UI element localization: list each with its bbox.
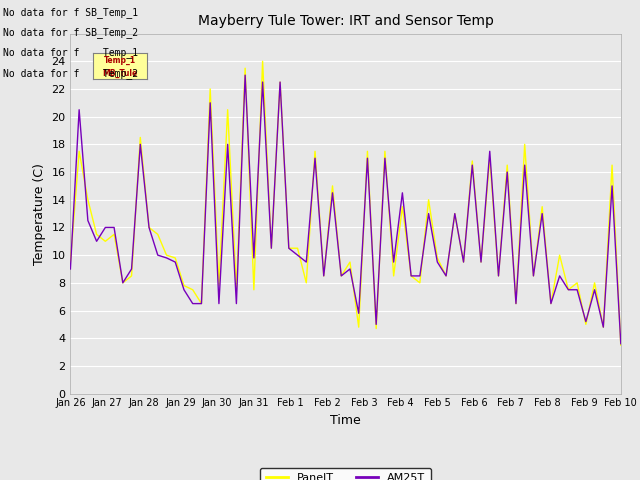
Text: No data for f SB_Temp_1: No data for f SB_Temp_1 xyxy=(3,7,138,18)
X-axis label: Time: Time xyxy=(330,414,361,427)
Legend: PanelT, AM25T: PanelT, AM25T xyxy=(260,468,431,480)
Text: No data for f SB_Temp_2: No data for f SB_Temp_2 xyxy=(3,27,138,38)
Text: No data for f    Temp_2: No data for f Temp_2 xyxy=(3,68,138,79)
Y-axis label: Temperature (C): Temperature (C) xyxy=(33,163,45,264)
Text: No data for f    Temp_1: No data for f Temp_1 xyxy=(3,48,138,59)
Text: MB_Tule: MB_Tule xyxy=(102,69,138,79)
Title: Mayberry Tule Tower: IRT and Sensor Temp: Mayberry Tule Tower: IRT and Sensor Temp xyxy=(198,14,493,28)
Text: Temp_1: Temp_1 xyxy=(104,56,136,65)
